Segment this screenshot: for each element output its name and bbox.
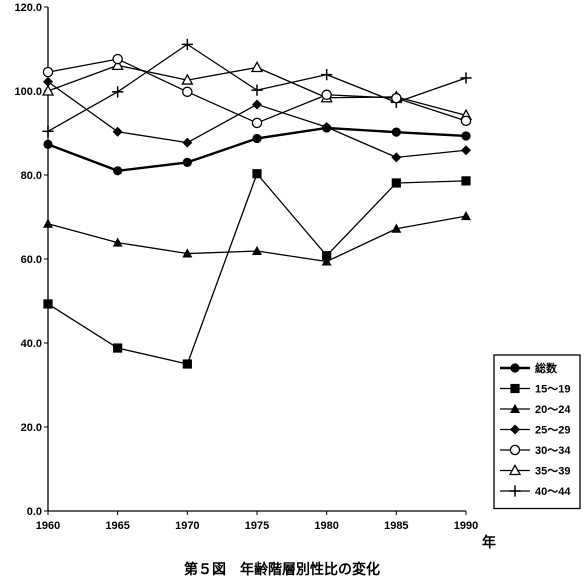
- y-tick-label: 80.0: [21, 170, 42, 182]
- data-point: [113, 166, 123, 176]
- data-point: [251, 84, 263, 96]
- legend-marker: [509, 485, 521, 497]
- data-point: [182, 86, 193, 98]
- data-point: [251, 117, 263, 129]
- x-axis-ticks: 1960 1965 1970 1975 1980 1985 1990: [36, 511, 478, 532]
- data-point: [391, 223, 402, 233]
- data-point: [181, 73, 194, 85]
- data-point: [322, 251, 332, 261]
- data-point: [391, 178, 401, 188]
- x-tick-label: 1965: [105, 520, 129, 532]
- figure-caption: 第５図 年齢階層別性比の変化: [184, 561, 380, 578]
- data-point: [41, 84, 55, 96]
- series-age-4: [42, 53, 472, 129]
- x-tick-label: 1980: [314, 520, 338, 532]
- legend-marker: [510, 424, 520, 435]
- data-point: [391, 92, 402, 104]
- legend-label: 35～39: [535, 466, 570, 478]
- data-point: [112, 126, 123, 137]
- y-tick-label: 60.0: [21, 254, 42, 266]
- data-point: [461, 210, 471, 221]
- legend-label: 20～24: [535, 404, 571, 416]
- data-point: [461, 131, 471, 141]
- x-tick-label: 1960: [36, 520, 60, 532]
- y-tick-label: 20.0: [21, 422, 42, 434]
- x-axis-unit-label: 年: [482, 534, 496, 551]
- data-point: [322, 123, 332, 133]
- data-point: [461, 145, 471, 156]
- y-tick-label: 40.0: [21, 338, 42, 350]
- y-tick-label: 100.0: [14, 86, 42, 98]
- data-point: [181, 38, 193, 50]
- data-point: [112, 53, 123, 65]
- legend-marker: [508, 463, 522, 476]
- data-point: [42, 125, 54, 137]
- data-point: [460, 72, 472, 84]
- legend-item: 20～24: [500, 403, 571, 416]
- legend-marker: [510, 403, 520, 413]
- x-tick-label: 1975: [245, 520, 269, 532]
- legend-item: 30～34: [500, 444, 571, 457]
- data-point: [43, 76, 53, 87]
- legend-item: 25～29: [500, 424, 570, 437]
- y-tick-label: 0.0: [27, 506, 42, 518]
- data-point: [391, 127, 401, 137]
- data-point: [43, 299, 53, 309]
- data-point: [250, 60, 264, 73]
- x-tick-label: 1990: [454, 520, 478, 532]
- series-layer: [41, 38, 473, 369]
- legend-marker: [510, 363, 520, 373]
- legend-label: 40～44: [535, 486, 571, 498]
- legend: 総数 15～19 20～24 25～29 30～34 35～39 40～44: [493, 354, 581, 510]
- y-tick-label: 120.0: [14, 2, 42, 14]
- data-point: [391, 152, 402, 163]
- legend-item: 総数: [500, 361, 558, 375]
- data-point: [252, 99, 262, 110]
- data-point: [112, 86, 124, 98]
- data-point: [43, 218, 53, 228]
- data-point: [182, 137, 193, 148]
- data-point: [252, 169, 262, 179]
- axes: [47, 7, 466, 512]
- data-point: [182, 157, 192, 167]
- data-point: [461, 176, 471, 186]
- legend-marker: [510, 383, 520, 394]
- data-point: [113, 343, 123, 353]
- x-tick-label: 1985: [384, 520, 408, 532]
- legend-label: 総数: [535, 361, 558, 375]
- data-point: [321, 256, 332, 266]
- data-point: [182, 359, 192, 369]
- data-point: [321, 89, 332, 101]
- legend-item: 15～19: [500, 384, 570, 396]
- legend-label: 15～19: [535, 384, 570, 396]
- legend-marker: [509, 444, 521, 456]
- data-point: [321, 69, 333, 81]
- data-point: [252, 133, 262, 144]
- legend-item: 40～44: [500, 485, 571, 498]
- data-point: [460, 115, 472, 127]
- series-age-2: [43, 210, 471, 266]
- legend-box: [493, 354, 581, 510]
- data-point: [252, 245, 262, 256]
- legend-item: 35～39: [500, 463, 570, 478]
- data-point: [182, 248, 193, 258]
- data-point: [112, 237, 123, 247]
- series-line: [47, 173, 467, 365]
- data-point: [111, 58, 124, 71]
- x-tick-label: 1970: [175, 520, 199, 532]
- y-axis-ticks: 0.0 20.0 40.0 60.0 80.0 100.0 120.0: [14, 2, 48, 518]
- series-age-1: [43, 169, 471, 369]
- data-point: [43, 139, 53, 149]
- legend-label: 25～29: [535, 425, 570, 437]
- series-total: [43, 123, 471, 176]
- data-point: [42, 66, 54, 78]
- legend-label: 30～34: [535, 445, 571, 457]
